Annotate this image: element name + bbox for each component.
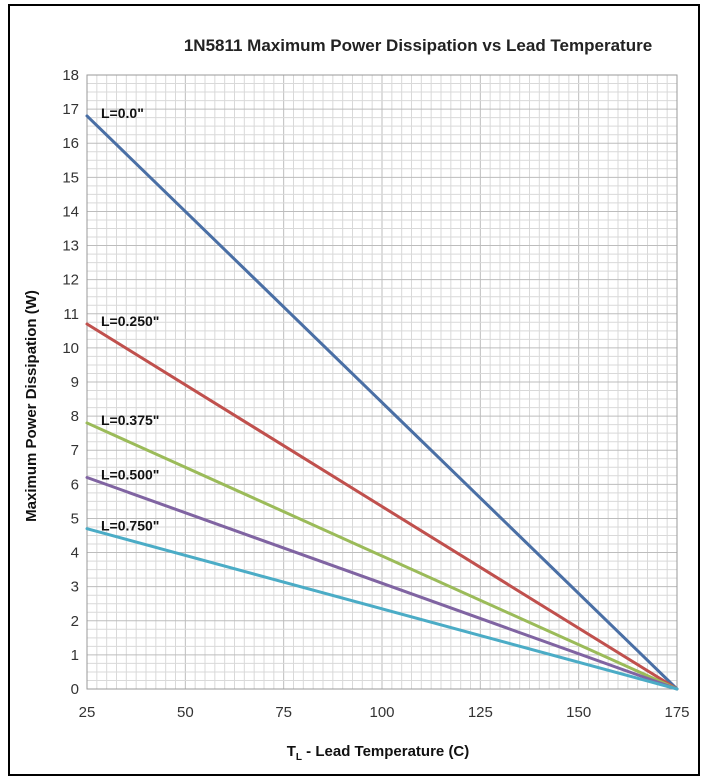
y-tick-label: 9: [71, 374, 79, 391]
x-tick-label: 25: [79, 704, 96, 721]
x-axis-title-rest: - Lead Temperature (C): [302, 743, 469, 760]
y-tick-label: 4: [71, 545, 79, 562]
plot-area-border: [86, 74, 678, 690]
y-tick-label: 16: [62, 135, 79, 152]
x-axis-title-main: T: [287, 743, 296, 760]
series-labels: L=0.0" L=0.250" L=0.375" L=0.500" L=0.750": [101, 105, 159, 534]
series-label-4: L=0.500": [101, 467, 159, 483]
y-tick-label: 10: [62, 340, 79, 357]
series-lines: [85, 114, 679, 691]
series-line-2: [85, 322, 679, 691]
x-tick-label: 175: [664, 704, 689, 721]
y-tick-label: 2: [71, 613, 79, 630]
series-line-5: [85, 527, 679, 691]
series-line-3: [85, 421, 679, 691]
x-tick-label: 100: [369, 704, 394, 721]
series-label-5: L=0.750": [101, 518, 159, 534]
y-tick-label: 3: [71, 579, 79, 596]
series-label-1: L=0.0": [101, 105, 144, 121]
x-tick-label: 125: [468, 704, 493, 721]
y-tick-label: 1: [71, 647, 79, 664]
chart-title: 1N5811 Maximum Power Dissipation vs Lead…: [184, 36, 652, 55]
y-tick-label: 8: [71, 408, 79, 425]
series-label-2: L=0.250": [101, 313, 159, 329]
y-tick-label: 0: [71, 681, 79, 698]
series-line-1: [85, 114, 679, 691]
y-tick-label: 15: [62, 169, 79, 186]
grid: [86, 74, 678, 690]
y-tick-label: 12: [62, 272, 79, 289]
series-line-4: [85, 476, 679, 691]
y-tick-label: 17: [62, 101, 79, 118]
x-axis-title: TL - Lead Temperature (C): [287, 743, 470, 763]
y-tick-label: 18: [62, 67, 79, 84]
y-tick-label: 5: [71, 510, 79, 527]
x-tick-label: 50: [177, 704, 194, 721]
y-axis-title: Maximum Power Dissipation (W): [23, 290, 40, 522]
y-tick-label: 6: [71, 476, 79, 493]
y-tick-label: 11: [63, 306, 79, 323]
chart-frame: 0 1 2 3 4 5 6 7 8 9 10 11 12 13 14 15 16 17 18 25 50 75 100 12…: [8, 4, 700, 776]
x-tick-label: 150: [566, 704, 591, 721]
series-label-3: L=0.375": [101, 412, 159, 428]
y-tick-label: 7: [71, 442, 79, 459]
x-axis-ticks: 25 50 75 100 125 150 175: [79, 704, 690, 721]
x-axis-title-subscript: L: [296, 752, 302, 763]
x-tick-label: 75: [275, 704, 292, 721]
y-tick-label: 14: [62, 203, 79, 220]
y-tick-label: 13: [62, 238, 79, 255]
